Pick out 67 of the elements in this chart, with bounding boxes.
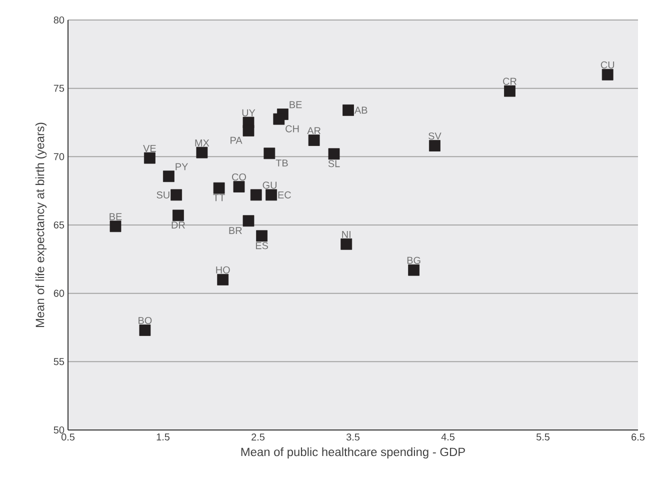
- annotation: ES: [256, 242, 268, 250]
- point: [163, 170, 174, 182]
- point: [242, 124, 254, 136]
- annotation: MX: [195, 139, 210, 146]
- point: [250, 189, 262, 201]
- y-tick-label: 70: [54, 153, 64, 160]
- annotation: UY: [242, 109, 256, 116]
- point: [217, 274, 229, 286]
- annotation: BG: [407, 256, 420, 264]
- point: [264, 148, 276, 160]
- point: [308, 134, 320, 146]
- annotation: AB: [354, 106, 368, 114]
- x-tick-label: 1.5: [156, 434, 170, 440]
- point: [196, 146, 208, 158]
- point: [504, 85, 516, 97]
- annotation: TB: [276, 160, 288, 166]
- annotation: VE: [143, 144, 156, 152]
- x-axis-title: Mean of public healthcare spending - GDP: [241, 447, 465, 459]
- x-tick-label: 3.5: [346, 434, 360, 441]
- point: [172, 210, 184, 222]
- point: [233, 181, 245, 192]
- point: [266, 189, 278, 201]
- annotation: CU: [600, 61, 614, 68]
- y-tick-label: 65: [54, 221, 64, 229]
- annotation: CO: [232, 173, 246, 181]
- annotation: CR: [503, 78, 516, 85]
- y-tick-label: 55: [54, 358, 64, 366]
- point: [429, 140, 440, 152]
- y-tick-label: 75: [54, 84, 64, 92]
- annotation: NI: [342, 231, 350, 238]
- x-tick-label: 4.5: [441, 434, 455, 440]
- x-tick-label: 5.5: [536, 434, 550, 440]
- point: [242, 215, 254, 227]
- annotation: SV: [428, 132, 442, 140]
- y-axis-title: Mean of life expectancy at birth (years): [35, 122, 47, 327]
- annotation: BO: [138, 316, 152, 324]
- x-tick-label: 6.5: [632, 434, 645, 441]
- point: [342, 104, 354, 116]
- annotation: BR: [229, 227, 242, 234]
- annotation: TT: [213, 194, 225, 202]
- point: [213, 182, 225, 194]
- annotation: SL: [328, 160, 340, 168]
- y-tick-label: 60: [54, 290, 64, 297]
- point: [144, 152, 156, 164]
- annotation: AR: [307, 127, 321, 134]
- annotation: HO: [216, 266, 230, 274]
- annotation: EC: [278, 191, 291, 198]
- point: [340, 238, 352, 250]
- annotation: PA: [230, 136, 242, 144]
- x-tick-label: 0.5: [61, 434, 75, 441]
- point: [139, 324, 151, 336]
- annotation: BE: [290, 101, 302, 108]
- annotation: BE: [110, 213, 122, 220]
- point: [256, 230, 268, 242]
- annotation: CH: [286, 125, 299, 132]
- annotation: SU: [156, 191, 170, 198]
- x-tick-label: 2.5: [252, 434, 265, 441]
- point: [273, 113, 285, 125]
- point: [328, 148, 340, 160]
- y-tick-label: 50: [54, 426, 64, 434]
- annotation: GU: [262, 182, 276, 189]
- y-tick-label: 80: [54, 16, 64, 24]
- annotation: PY: [176, 163, 188, 170]
- point: [408, 264, 420, 276]
- point: [602, 68, 614, 80]
- point: [110, 220, 122, 232]
- point: [170, 189, 182, 201]
